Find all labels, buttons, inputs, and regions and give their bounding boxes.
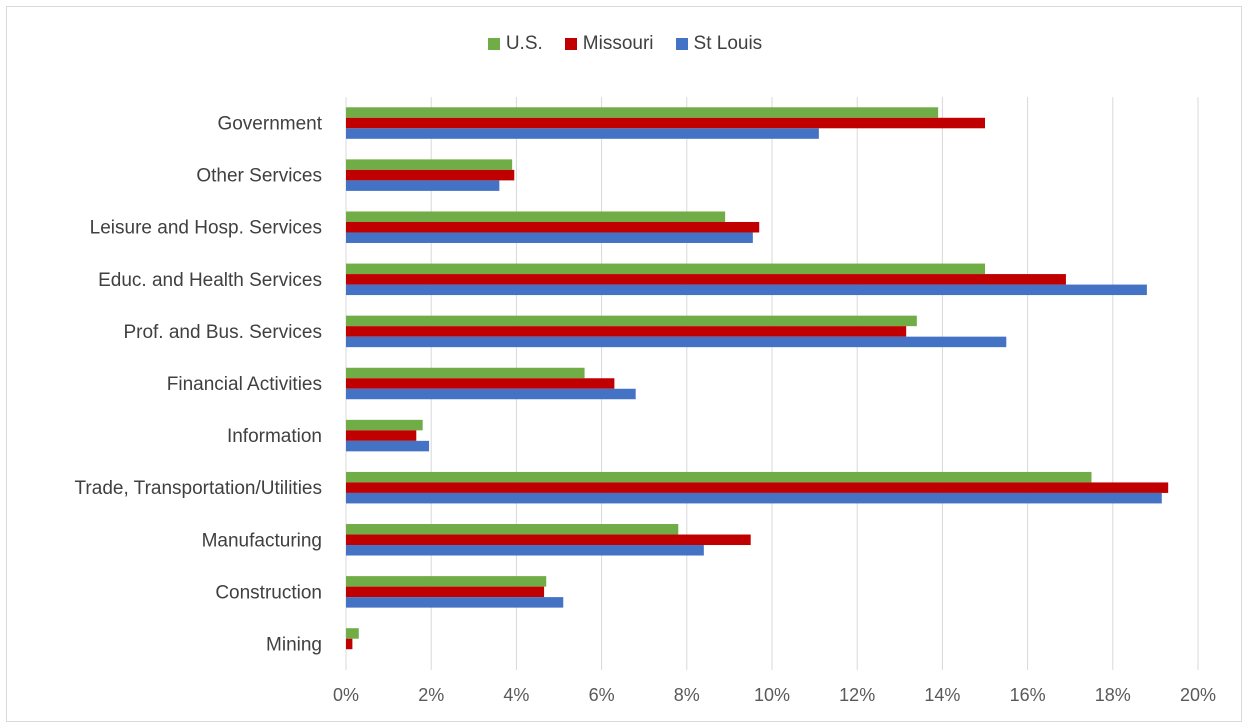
category-label: Educ. and Health Services — [98, 270, 322, 291]
bar-u-s — [346, 107, 939, 118]
x-tick-label: 18% — [1095, 685, 1131, 705]
bar-st-louis — [346, 284, 1147, 296]
bar-missouri — [346, 586, 545, 598]
category-label: Manufacturing — [202, 530, 322, 551]
bar-st-louis — [346, 440, 430, 452]
bar-missouri — [346, 534, 751, 546]
bar-u-s — [346, 419, 423, 431]
x-tick-label: 2% — [418, 685, 444, 705]
bar-missouri — [346, 430, 417, 441]
x-tick-label: 10% — [754, 685, 790, 705]
legend-item-missouri: Missouri — [564, 33, 654, 55]
x-tick-label: 20% — [1180, 685, 1216, 705]
legend-swatch-st-louis — [675, 38, 688, 50]
bar-u-s — [346, 524, 679, 535]
category-label: Financial Activities — [167, 374, 322, 395]
x-tick-label: 6% — [589, 685, 615, 705]
category-label: Other Services — [196, 166, 322, 187]
bar-st-louis — [346, 180, 500, 191]
bar-st-louis — [346, 232, 753, 243]
bar-st-louis — [346, 336, 1007, 348]
legend-label-us: U.S. — [505, 33, 543, 54]
bar-u-s — [346, 315, 917, 327]
category-label: Trade, Transportation/Utilities — [75, 478, 322, 499]
legend-label-missouri: Missouri — [582, 33, 654, 54]
x-tick-label: 14% — [924, 685, 960, 705]
x-tick-label: 0% — [333, 685, 359, 705]
x-tick-label: 16% — [1010, 685, 1046, 705]
category-label: Construction — [215, 582, 322, 603]
bar-missouri — [346, 274, 1066, 285]
category-label: Prof. and Bus. Services — [123, 322, 322, 343]
bar-st-louis — [346, 545, 704, 556]
bar-st-louis — [346, 388, 636, 400]
legend-item-us: U.S. — [487, 33, 543, 55]
bar-missouri — [346, 169, 515, 181]
category-label: Government — [217, 114, 322, 135]
legend-swatch-us — [487, 38, 500, 50]
bar-u-s — [346, 159, 513, 170]
bar-u-s — [346, 367, 585, 379]
bar-u-s — [346, 628, 359, 639]
bar-st-louis — [346, 492, 1162, 504]
bar-u-s — [346, 211, 726, 222]
bar-missouri — [346, 638, 353, 650]
category-label: Mining — [266, 634, 322, 655]
x-tick-label: 4% — [503, 685, 529, 705]
legend-item-st-louis: St Louis — [675, 33, 763, 55]
category-label: Information — [227, 426, 322, 447]
bar-u-s — [346, 471, 1092, 483]
bar-missouri — [346, 378, 615, 389]
legend-swatch-missouri — [564, 38, 577, 50]
bar-st-louis — [346, 128, 819, 139]
bar-u-s — [346, 576, 547, 587]
legend-label-st-louis: St Louis — [693, 33, 763, 54]
bar-missouri — [346, 221, 760, 233]
bar-missouri — [346, 326, 907, 337]
legend: U.S. Missouri St Louis — [0, 33, 1250, 55]
x-tick-label: 12% — [839, 685, 875, 705]
category-label: Leisure and Hosp. Services — [90, 218, 322, 239]
bar-missouri — [346, 117, 985, 129]
x-tick-label: 8% — [674, 685, 700, 705]
bar-missouri — [346, 482, 1169, 493]
bar-st-louis — [346, 597, 564, 608]
bar-u-s — [346, 263, 985, 275]
